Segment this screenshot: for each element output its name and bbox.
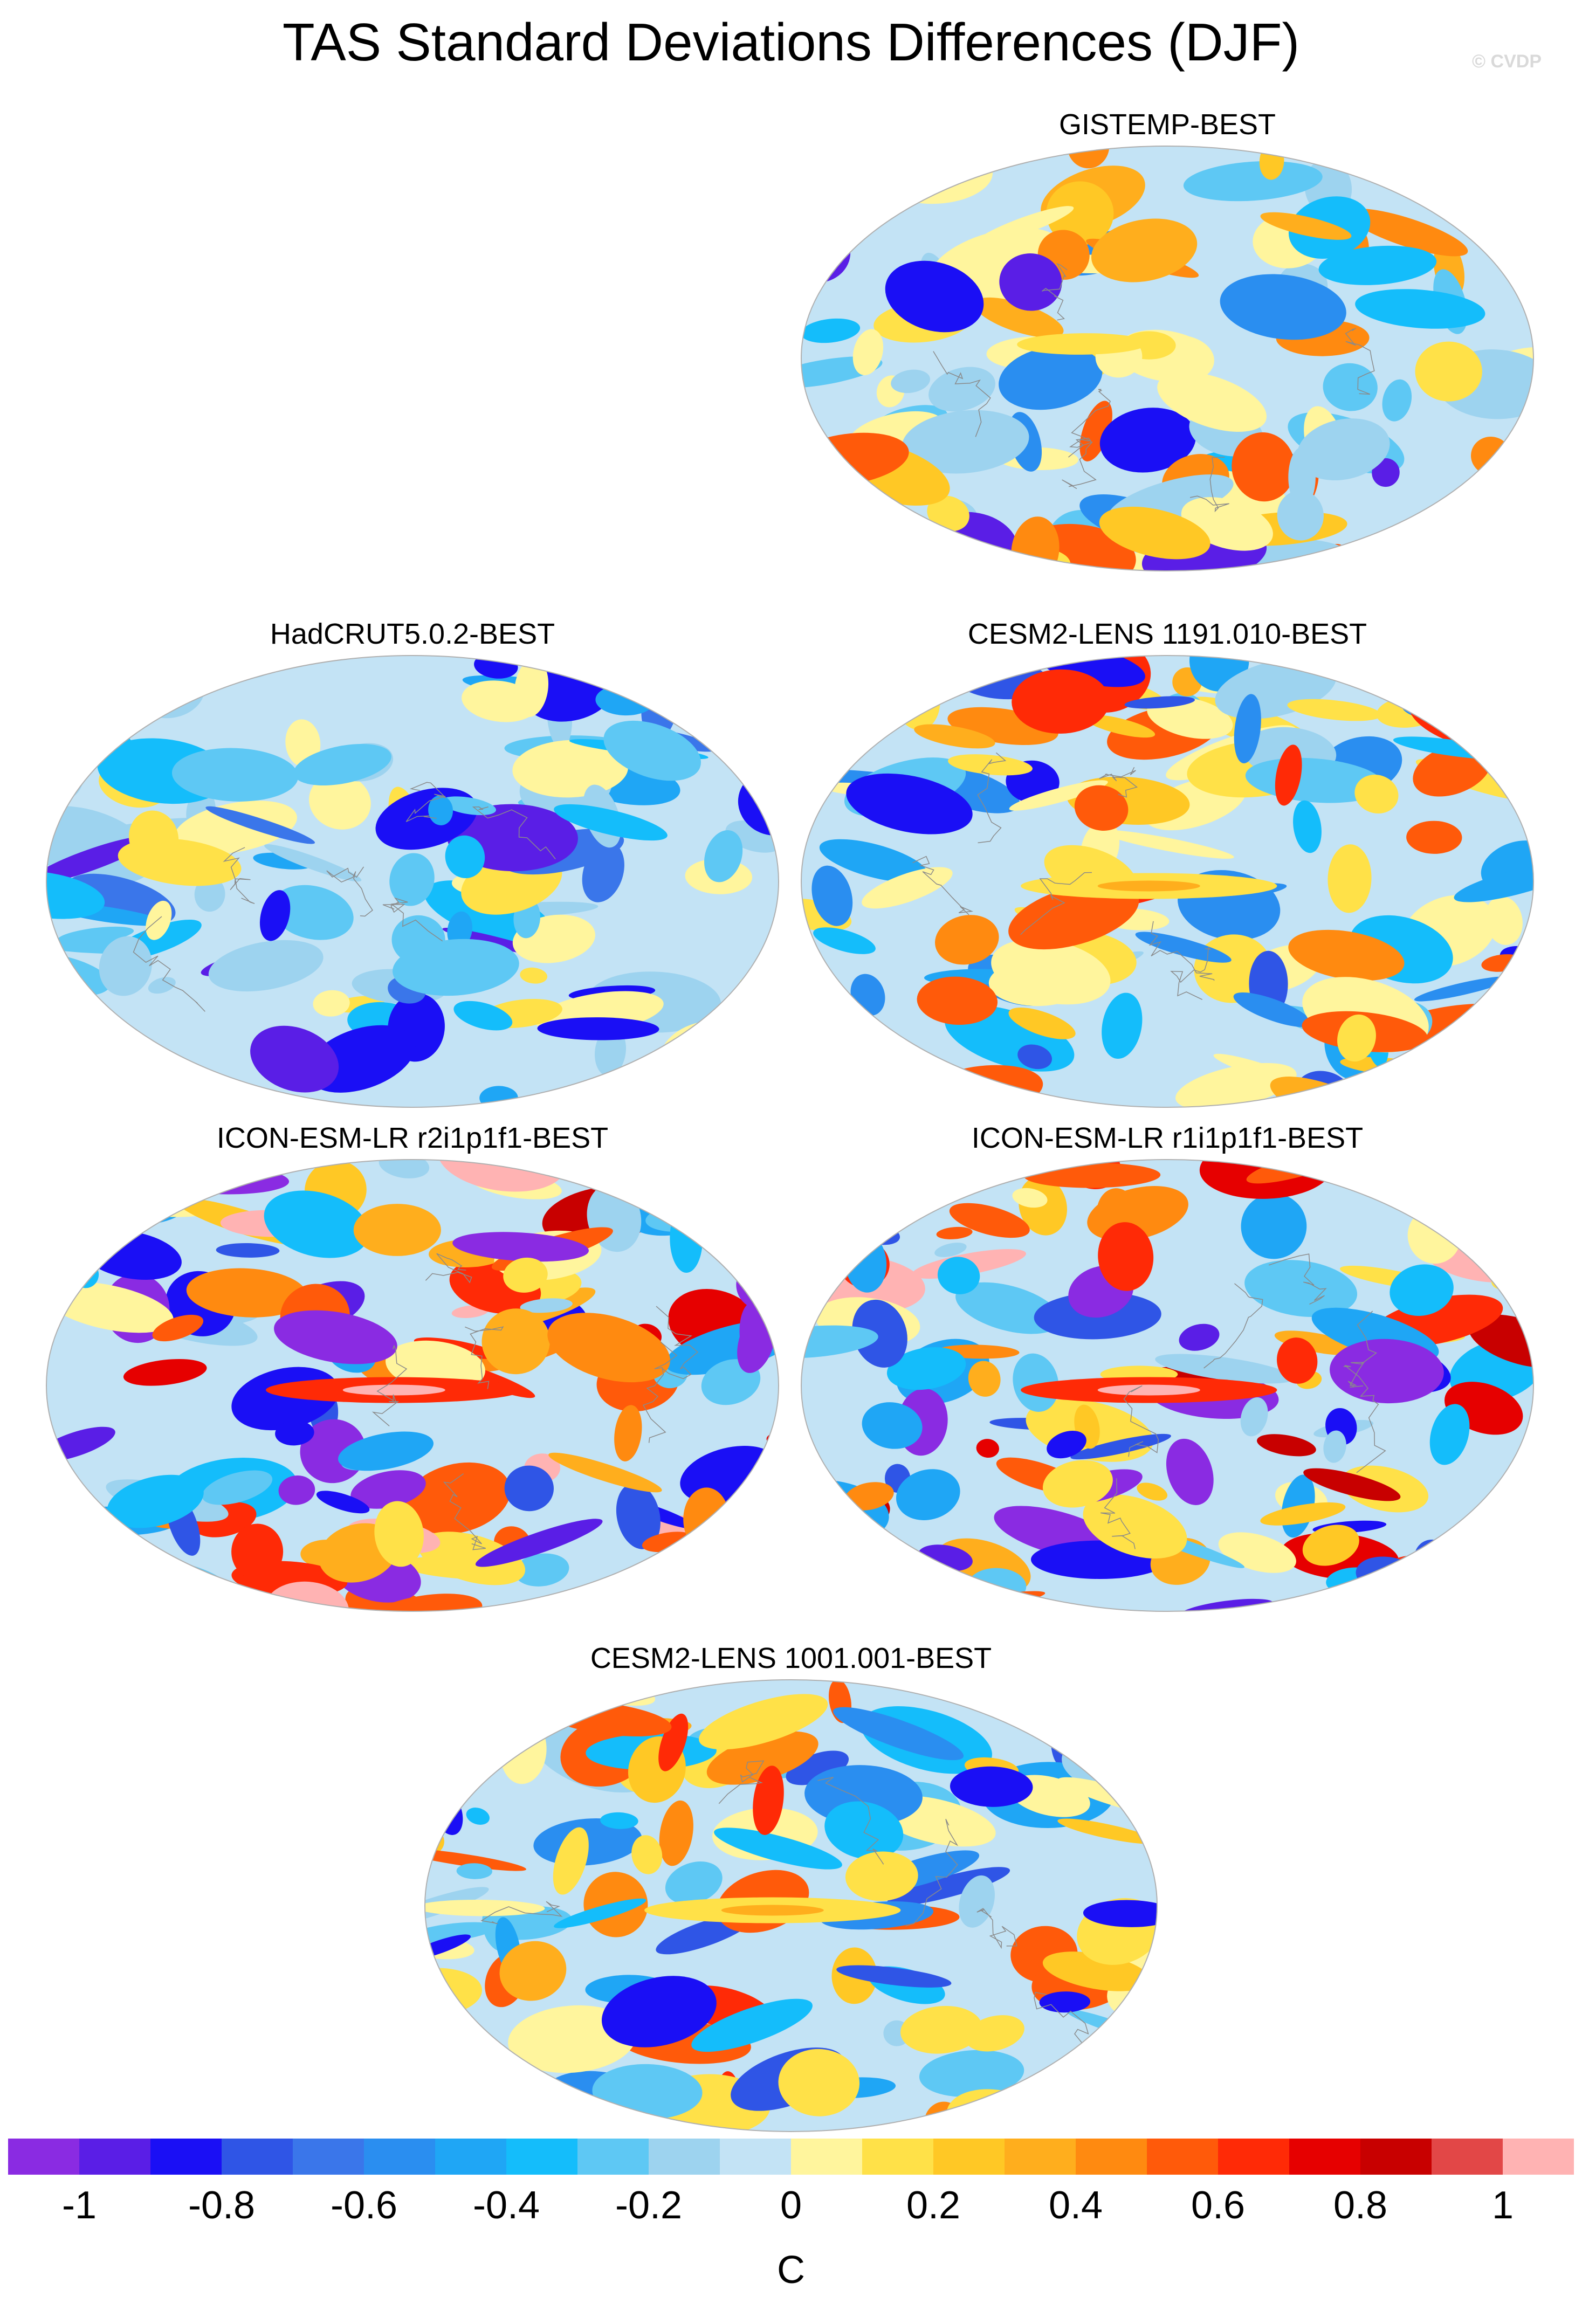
colorbar-swatch (1432, 2139, 1503, 2175)
colorbar-tick-label: 0.8 (1333, 2184, 1388, 2227)
colorbar-swatch (862, 2139, 933, 2175)
colorbar-tick-label: -1 (61, 2184, 97, 2227)
colorbar-swatch (364, 2139, 435, 2175)
colorbar-units: C (777, 2249, 805, 2292)
colorbar-swatch (1360, 2139, 1432, 2175)
colorbar-tick-label: 0.2 (906, 2184, 961, 2227)
map-outline (801, 655, 1534, 1108)
colorbar-tick-label: -0.2 (615, 2184, 683, 2227)
watermark: © CVDP (1472, 51, 1542, 72)
map-panel-cesm2-1191 (801, 655, 1534, 1108)
map-outline (46, 655, 779, 1108)
colorbar-swatch (1076, 2139, 1147, 2175)
map-panel-icon-r1i1p1f1 (801, 1159, 1534, 1612)
map-panel-hadcrut (46, 655, 779, 1108)
colorbar-tick-label: -0.8 (188, 2184, 256, 2227)
colorbar-tick-labels: -1 -0.8 -0.6 -0.4 -0.2 0 0.2 0.4 0.6 0.8 1 (8, 2183, 1574, 2243)
colorbar-tick-label: -0.6 (330, 2184, 398, 2227)
colorbar-swatch (720, 2139, 791, 2175)
colorbar-swatch (1005, 2139, 1076, 2175)
colorbar-swatch (1289, 2139, 1360, 2175)
map-panel-cesm2-1001 (424, 1679, 1158, 2132)
colorbar (8, 2139, 1574, 2175)
colorbar-swatch (435, 2139, 506, 2175)
colorbar-swatch (79, 2139, 150, 2175)
colorbar-swatch (222, 2139, 293, 2175)
map-outline (424, 1679, 1158, 2132)
colorbar-swatch (1147, 2139, 1218, 2175)
map-panel-gistemp (801, 146, 1534, 571)
colorbar-swatch (506, 2139, 577, 2175)
colorbar-tick-label: 0.6 (1191, 2184, 1246, 2227)
colorbar-swatch (791, 2139, 862, 2175)
colorbar-swatch (1218, 2139, 1289, 2175)
map-panel-icon-r2i1p1f1 (46, 1159, 779, 1612)
colorbar-swatch (577, 2139, 649, 2175)
panel-title-hadcrut: HadCRUT5.0.2-BEST (270, 618, 555, 650)
colorbar-tick-label: 1 (1491, 2184, 1514, 2227)
panel-title-icon-r2i1p1f1: ICON-ESM-LR r2i1p1f1-BEST (216, 1122, 609, 1154)
colorbar-tick-label: -0.4 (472, 2184, 540, 2227)
colorbar-swatch (293, 2139, 364, 2175)
panel-title-icon-r1i1p1f1: ICON-ESM-LR r1i1p1f1-BEST (971, 1122, 1364, 1154)
panel-title-cesm2-1191: CESM2-LENS 1191.010-BEST (967, 618, 1367, 650)
figure-title: TAS Standard Deviations Differences (DJF… (282, 12, 1300, 72)
map-outline (801, 1159, 1534, 1612)
panel-title-cesm2-1001: CESM2-LENS 1001.001-BEST (590, 1642, 992, 1674)
colorbar-swatch (150, 2139, 222, 2175)
map-outline (46, 1159, 779, 1612)
colorbar-swatch (933, 2139, 1005, 2175)
panel-title-gistemp: GISTEMP-BEST (1058, 108, 1276, 141)
colorbar-tick-label: 0 (780, 2184, 802, 2227)
colorbar-swatch (8, 2139, 79, 2175)
colorbar-swatch (1503, 2139, 1574, 2175)
colorbar-swatch (649, 2139, 720, 2175)
colorbar-tick-label: 0.4 (1048, 2184, 1103, 2227)
map-outline (801, 146, 1534, 571)
